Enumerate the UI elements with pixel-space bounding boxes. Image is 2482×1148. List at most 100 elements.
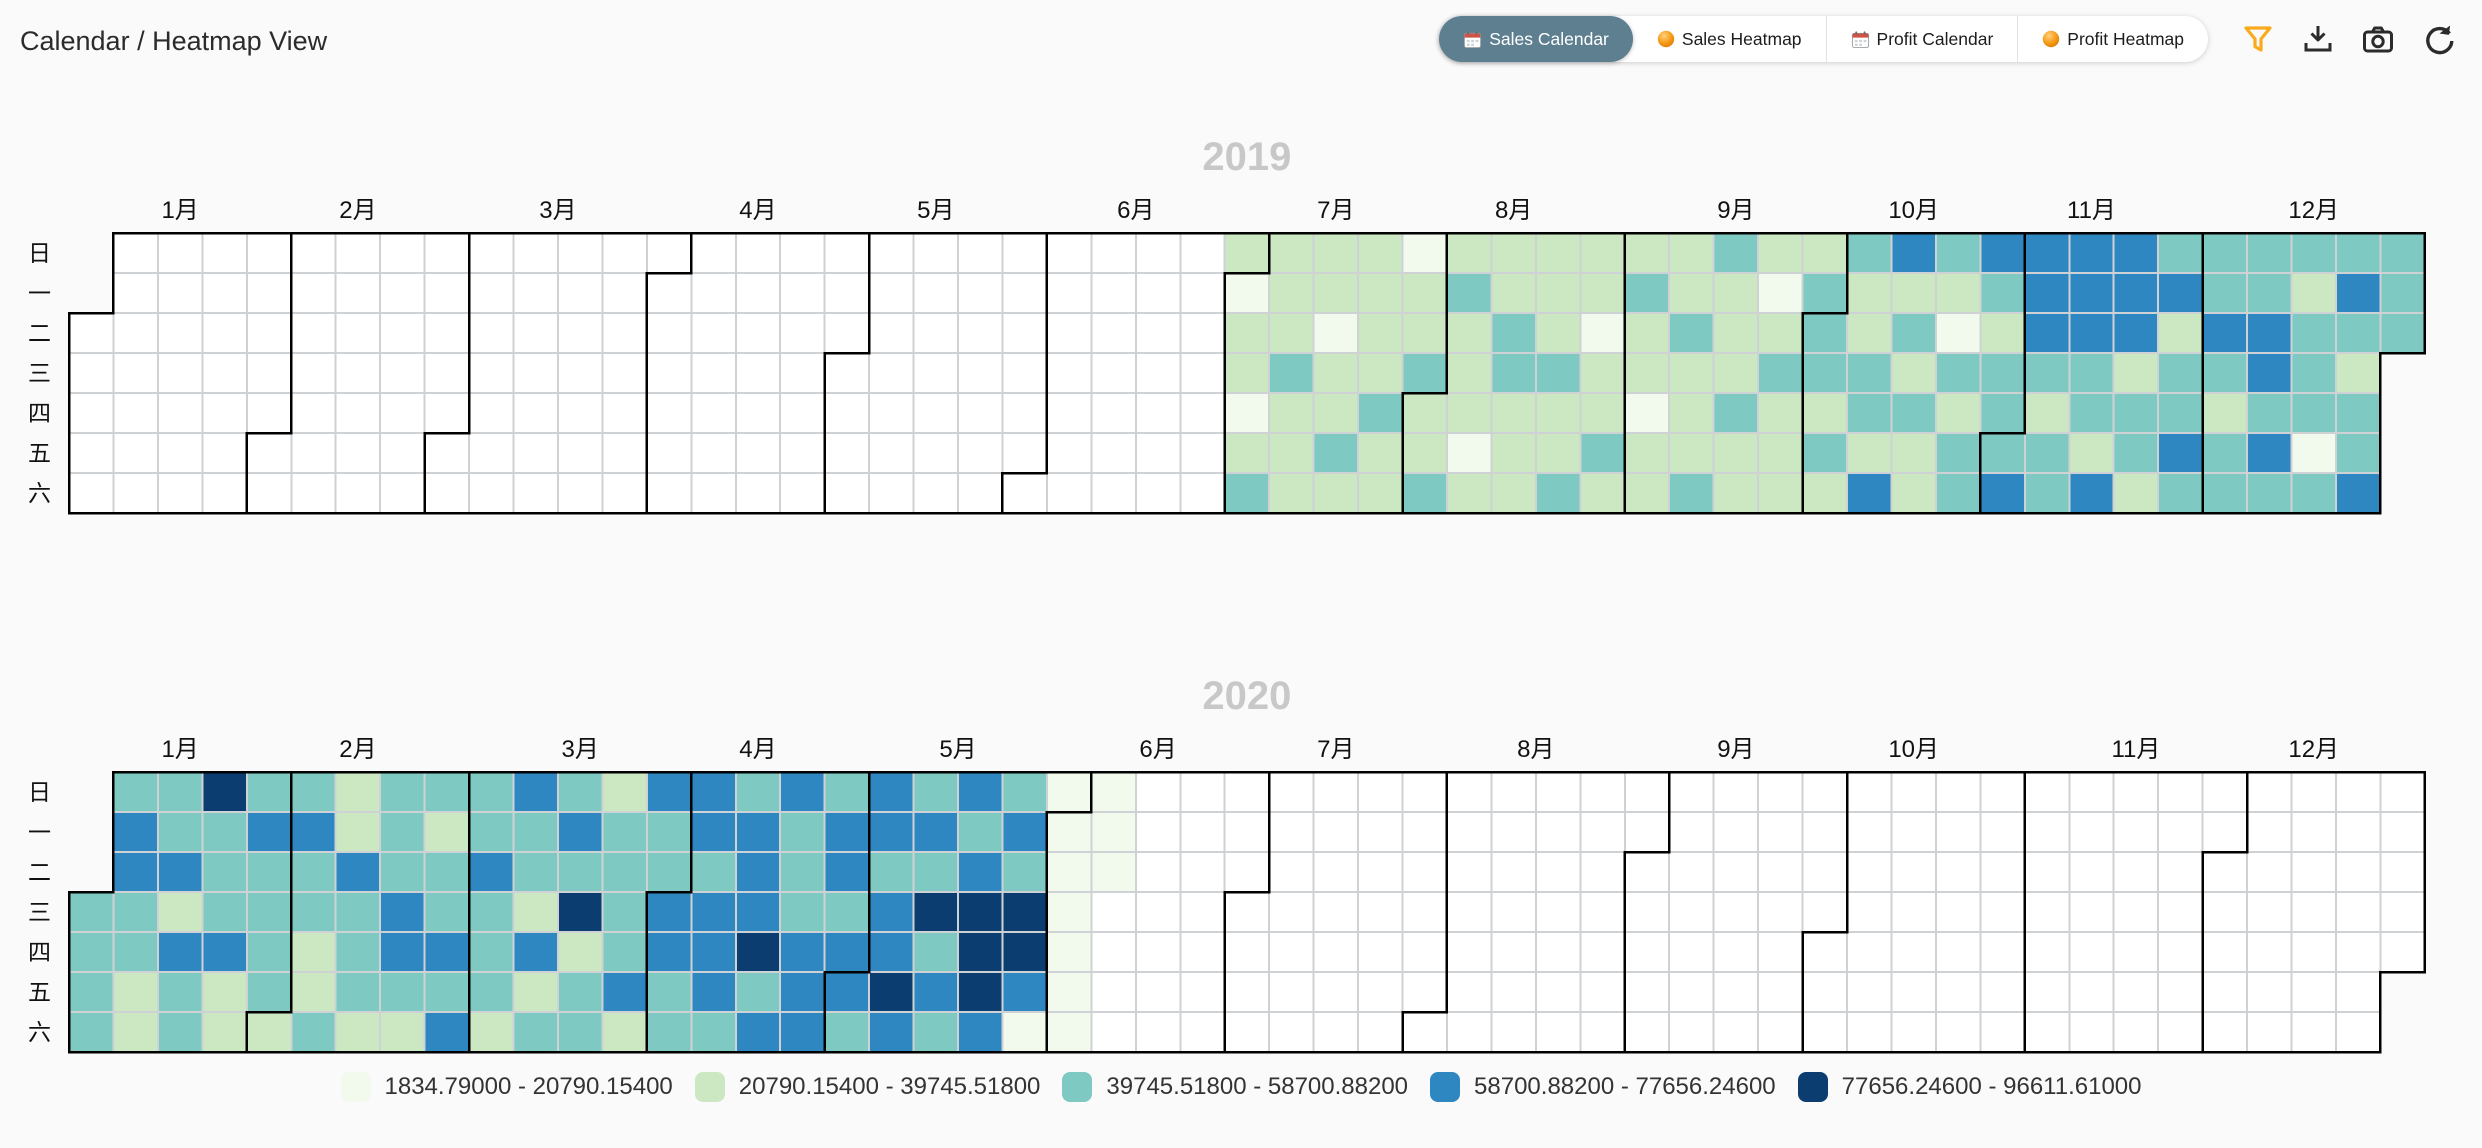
day-cell[interactable]: [334, 891, 382, 933]
day-cell[interactable]: [1846, 811, 1893, 853]
day-cell[interactable]: [1223, 432, 1271, 474]
day-cell[interactable]: [1045, 312, 1093, 354]
day-cell[interactable]: [423, 392, 471, 434]
day-cell[interactable]: [1668, 232, 1715, 274]
day-cell[interactable]: [2379, 771, 2426, 813]
day-cell[interactable]: [645, 851, 693, 893]
day-cell[interactable]: [1045, 352, 1093, 394]
day-cell[interactable]: [423, 232, 471, 274]
download-icon[interactable]: [2300, 22, 2336, 58]
day-cell[interactable]: [1668, 771, 1715, 813]
day-cell[interactable]: [1757, 1011, 1804, 1053]
day-cell[interactable]: [1801, 312, 1849, 354]
day-cell[interactable]: [1979, 971, 2026, 1013]
day-cell[interactable]: [1268, 1011, 1315, 1053]
day-cell[interactable]: [1179, 771, 1226, 813]
day-cell[interactable]: [1579, 891, 1626, 933]
day-cell[interactable]: [112, 352, 159, 394]
day-cell[interactable]: [1490, 891, 1537, 933]
day-cell[interactable]: [2201, 392, 2249, 434]
day-cell[interactable]: [1045, 272, 1093, 314]
day-cell[interactable]: [1579, 392, 1626, 434]
day-cell[interactable]: [734, 232, 782, 274]
day-cell[interactable]: [2334, 352, 2382, 394]
day-cell[interactable]: [1090, 392, 1137, 434]
day-cell[interactable]: [2379, 891, 2426, 933]
day-cell[interactable]: [1534, 352, 1582, 394]
day-cell[interactable]: [779, 771, 826, 813]
day-cell[interactable]: [1312, 971, 1360, 1013]
day-cell[interactable]: [1712, 432, 1760, 474]
day-cell[interactable]: [468, 472, 515, 514]
day-cell[interactable]: [823, 891, 871, 933]
day-cell[interactable]: [2246, 472, 2293, 514]
day-cell[interactable]: [201, 851, 248, 893]
day-cell[interactable]: [1934, 232, 1982, 274]
day-cell[interactable]: [379, 851, 426, 893]
day-cell[interactable]: [2023, 352, 2071, 394]
day-cell[interactable]: [645, 891, 693, 933]
day-cell[interactable]: [112, 472, 159, 514]
day-cell[interactable]: [1801, 432, 1849, 474]
day-cell[interactable]: [468, 232, 515, 274]
day-cell[interactable]: [1757, 312, 1804, 354]
day-cell[interactable]: [2157, 971, 2204, 1013]
day-cell[interactable]: [1090, 931, 1137, 973]
day-cell[interactable]: [1757, 851, 1804, 893]
day-cell[interactable]: [1179, 432, 1226, 474]
day-cell[interactable]: [1357, 1011, 1404, 1053]
day-cell[interactable]: [2068, 472, 2115, 514]
day-cell[interactable]: [1357, 272, 1404, 314]
day-cell[interactable]: [512, 891, 559, 933]
day-cell[interactable]: [2246, 392, 2293, 434]
day-cell[interactable]: [379, 971, 426, 1013]
day-cell[interactable]: [1757, 931, 1804, 973]
day-cell[interactable]: [645, 771, 693, 813]
day-cell[interactable]: [245, 432, 293, 474]
day-cell[interactable]: [690, 971, 737, 1013]
day-cell[interactable]: [556, 312, 604, 354]
day-cell[interactable]: [912, 1011, 959, 1053]
legend-item-2[interactable]: 20790.15400 - 39745.51800: [694, 1072, 1040, 1102]
day-cell[interactable]: [1712, 1011, 1760, 1053]
day-cell[interactable]: [2068, 971, 2115, 1013]
day-cell[interactable]: [468, 971, 515, 1013]
day-cell[interactable]: [2068, 312, 2115, 354]
day-cell[interactable]: [245, 931, 293, 973]
day-cell[interactable]: [690, 851, 737, 893]
day-cell[interactable]: [556, 891, 604, 933]
day-cell[interactable]: [2334, 891, 2382, 933]
day-cell[interactable]: [1934, 811, 1982, 853]
day-cell[interactable]: [690, 312, 737, 354]
day-cell[interactable]: [957, 971, 1004, 1013]
day-cell[interactable]: [957, 811, 1004, 853]
day-cell[interactable]: [1712, 232, 1760, 274]
day-cell[interactable]: [1801, 931, 1849, 973]
day-cell[interactable]: [2246, 771, 2293, 813]
legend-item-5[interactable]: 77656.24600 - 96611.61000: [1797, 1072, 2142, 1102]
day-cell[interactable]: [1090, 352, 1137, 394]
day-cell[interactable]: [245, 771, 293, 813]
day-cell[interactable]: [68, 891, 115, 933]
day-cell[interactable]: [1846, 891, 1893, 933]
day-cell[interactable]: [2334, 971, 2382, 1013]
day-cell[interactable]: [468, 312, 515, 354]
day-cell[interactable]: [1223, 392, 1271, 434]
day-cell[interactable]: [1179, 971, 1226, 1013]
day-cell[interactable]: [1223, 851, 1271, 893]
day-cell[interactable]: [957, 392, 1004, 434]
day-cell[interactable]: [912, 472, 959, 514]
day-cell[interactable]: [556, 811, 604, 853]
day-cell[interactable]: [201, 472, 248, 514]
day-cell[interactable]: [112, 432, 159, 474]
day-cell[interactable]: [868, 312, 915, 354]
day-cell[interactable]: [1801, 971, 1849, 1013]
day-cell[interactable]: [2290, 312, 2337, 354]
day-cell[interactable]: [2112, 891, 2160, 933]
day-cell[interactable]: [2246, 352, 2293, 394]
day-cell[interactable]: [1757, 891, 1804, 933]
day-cell[interactable]: [2246, 851, 2293, 893]
day-cell[interactable]: [1623, 891, 1671, 933]
day-cell[interactable]: [912, 312, 959, 354]
day-cell[interactable]: [1268, 232, 1315, 274]
